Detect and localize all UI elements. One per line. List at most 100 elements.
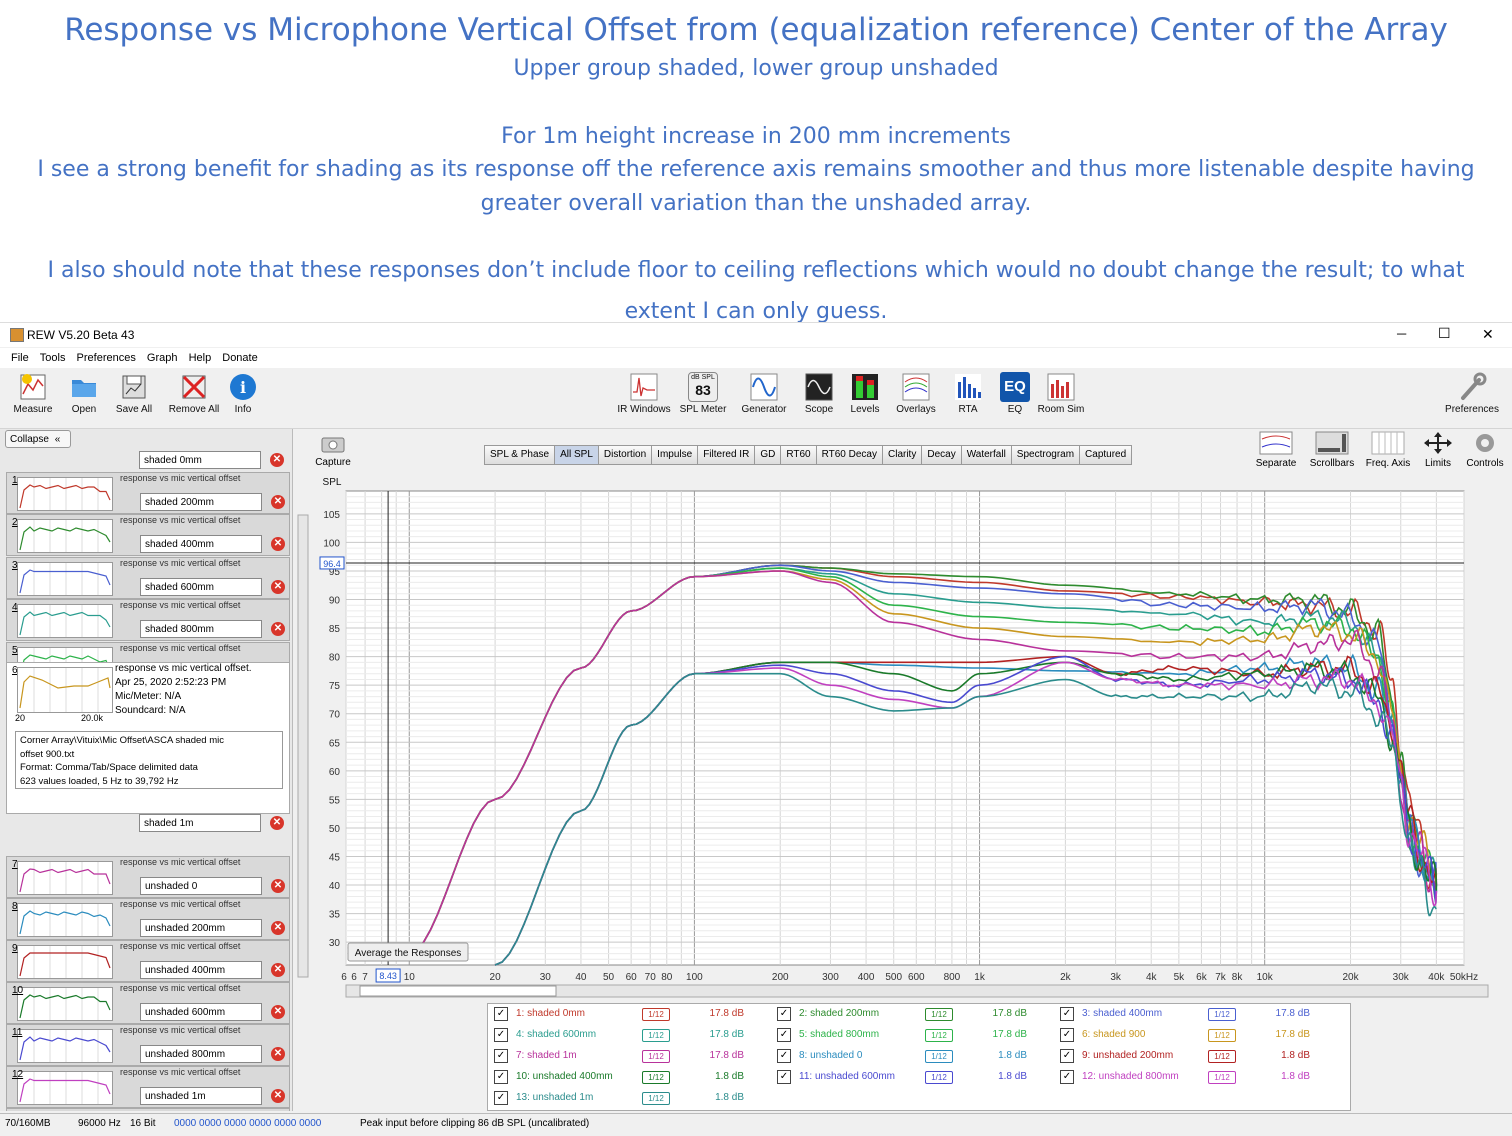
legend-smoothing[interactable]: 1/12 — [1208, 1029, 1236, 1042]
tab-2[interactable]: Distortion — [598, 445, 652, 465]
tab-9[interactable]: Decay — [921, 445, 961, 465]
tab-6[interactable]: RT60 — [780, 445, 816, 465]
legend-checkbox[interactable]: ✓ — [777, 1070, 791, 1084]
legend-smoothing[interactable]: 1/12 — [642, 1050, 670, 1063]
scrollbars-button[interactable]: Scrollbars — [1304, 431, 1360, 469]
room-sim-button[interactable]: Room Sim — [1033, 372, 1089, 415]
legend-item[interactable]: ✓ 8: unshaded 0 1/12 1.8 dB — [777, 1047, 1047, 1065]
remove-measurement-icon[interactable]: ✕ — [271, 1047, 285, 1061]
legend-item[interactable]: ✓ 11: unshaded 600mm 1/12 1.8 dB — [777, 1068, 1047, 1086]
measurement-name-field[interactable]: unshaded 0 — [140, 877, 262, 895]
measurement-name-field[interactable]: shaded 600mm — [140, 578, 262, 596]
measurement-item[interactable]: 13response vs mic vertical offset.Apr 25… — [6, 1108, 290, 1111]
tab-11[interactable]: Spectrogram — [1011, 445, 1080, 465]
preferences-button[interactable]: Preferences — [1440, 372, 1504, 415]
legend-smoothing[interactable]: 1/12 — [1208, 1008, 1236, 1021]
measurement-name-field[interactable]: unshaded 200mm — [140, 919, 262, 937]
legend-item[interactable]: ✓ 13: unshaded 1m 1/12 1.8 dB — [494, 1089, 764, 1107]
tab-1[interactable]: All SPL — [554, 445, 599, 465]
tab-4[interactable]: Filtered IR — [697, 445, 755, 465]
legend-item[interactable]: ✓ 6: shaded 900 1/12 17.8 dB — [1060, 1026, 1330, 1044]
menu-preferences[interactable]: Preferences — [77, 352, 136, 364]
capture-button[interactable]: Capture — [313, 434, 353, 468]
remove-measurement-icon[interactable]: ✕ — [271, 537, 285, 551]
legend-item[interactable]: ✓ 9: unshaded 200mm 1/12 1.8 dB — [1060, 1047, 1330, 1065]
legend-item[interactable]: ✓ 2: shaded 200mm 1/12 17.8 dB — [777, 1005, 1047, 1023]
legend-checkbox[interactable]: ✓ — [494, 1070, 508, 1084]
measurement-item[interactable]: 3 response vs mic vertical offset shaded 6… — [6, 557, 290, 599]
legend-smoothing[interactable]: 1/12 — [642, 1071, 670, 1084]
legend-item[interactable]: ✓ 4: shaded 600mm 1/12 17.8 dB — [494, 1026, 764, 1044]
generator-button[interactable]: Generator — [736, 372, 792, 415]
remove-measurement-icon[interactable]: ✕ — [271, 580, 285, 594]
legend-smoothing[interactable]: 1/12 — [642, 1029, 670, 1042]
tab-5[interactable]: GD — [754, 445, 781, 465]
remove-measurement-icon[interactable]: ✕ — [271, 1005, 285, 1019]
measurement-name-field[interactable]: unshaded 600mm — [140, 1003, 262, 1021]
measurement-name-field[interactable]: shaded 1m — [139, 814, 261, 832]
measurement-name-field[interactable]: unshaded 400mm — [140, 961, 262, 979]
close-button[interactable]: ✕ — [1482, 326, 1494, 343]
measurement-name-field[interactable]: shaded 800mm — [140, 620, 262, 638]
collapse-button[interactable]: Collapse « — [5, 430, 71, 448]
legend-checkbox[interactable]: ✓ — [1060, 1049, 1074, 1063]
measurement-item[interactable]: 8 response vs mic vertical offset unshaded… — [6, 898, 290, 940]
legend-smoothing[interactable]: 1/12 — [925, 1071, 953, 1084]
legend-item[interactable]: ✓ 7: shaded 1m 1/12 17.8 dB — [494, 1047, 764, 1065]
menu-donate[interactable]: Donate — [222, 352, 257, 364]
measurement-name-field[interactable]: unshaded 1m — [140, 1087, 262, 1105]
remove-measurement-icon[interactable]: ✕ — [270, 453, 284, 467]
tab-3[interactable]: Impulse — [651, 445, 698, 465]
menu-file[interactable]: File — [11, 352, 29, 364]
menu-tools[interactable]: Tools — [40, 352, 66, 364]
measurement-item[interactable]: 4 response vs mic vertical offset shaded 8… — [6, 599, 290, 641]
measure-button[interactable]: Measure — [5, 372, 61, 415]
remove-measurement-icon[interactable]: ✕ — [271, 879, 285, 893]
limits-button[interactable]: Limits — [1416, 431, 1460, 469]
measurement-item[interactable]: 2 response vs mic vertical offset shaded 4… — [6, 514, 290, 556]
measurement-item-expanded[interactable]: 6 20 20.0k response vs mic vertical offset.… — [6, 662, 290, 814]
open-button[interactable]: Open — [56, 372, 112, 415]
legend-smoothing[interactable]: 1/12 — [1208, 1050, 1236, 1063]
legend-smoothing[interactable]: 1/12 — [925, 1008, 953, 1021]
info-button[interactable]: i Info — [215, 372, 271, 415]
legend-checkbox[interactable]: ✓ — [494, 1028, 508, 1042]
controls-button[interactable]: Controls — [1462, 431, 1508, 469]
legend-item[interactable]: ✓ 12: unshaded 800mm 1/12 1.8 dB — [1060, 1068, 1330, 1086]
ir-windows-button[interactable]: IR Windows — [614, 372, 674, 415]
measurement-item[interactable]: 10 response vs mic vertical offset unshade… — [6, 982, 290, 1024]
tab-8[interactable]: Clarity — [882, 445, 922, 465]
legend-checkbox[interactable]: ✓ — [777, 1028, 791, 1042]
legend-item[interactable]: ✓ 1: shaded 0mm 1/12 17.8 dB — [494, 1005, 764, 1023]
legend-smoothing[interactable]: 1/12 — [642, 1008, 670, 1021]
remove-measurement-icon[interactable]: ✕ — [271, 921, 285, 935]
remove-measurement-icon[interactable]: ✕ — [271, 495, 285, 509]
tab-12[interactable]: Captured — [1079, 445, 1132, 465]
save-all-button[interactable]: Save All — [106, 372, 162, 415]
measurement-item[interactable]: 9 response vs mic vertical offset unshaded… — [6, 940, 290, 982]
menu-graph[interactable]: Graph — [147, 352, 178, 364]
tab-0[interactable]: SPL & Phase — [484, 445, 555, 465]
legend-item[interactable]: ✓ 5: shaded 800mm 1/12 17.8 dB — [777, 1026, 1047, 1044]
vertical-scrollbar[interactable] — [298, 515, 308, 977]
measurement-name-field[interactable]: shaded 200mm — [140, 493, 262, 511]
horizontal-scrollbar-thumb[interactable] — [360, 986, 556, 996]
measurement-notes[interactable]: Corner Array\Vituix\Mic Offset\ASCA shad… — [15, 731, 283, 789]
minimize-button[interactable]: ─ — [1397, 326, 1406, 341]
legend-smoothing[interactable]: 1/12 — [1208, 1071, 1236, 1084]
legend-checkbox[interactable]: ✓ — [1060, 1070, 1074, 1084]
measurement-name-field[interactable]: shaded 400mm — [140, 535, 262, 553]
legend-checkbox[interactable]: ✓ — [777, 1007, 791, 1021]
freq-axis-button[interactable]: Freq. Axis — [1360, 431, 1416, 469]
legend-item[interactable]: ✓ 10: unshaded 400mm 1/12 1.8 dB — [494, 1068, 764, 1086]
spl-meter-button[interactable]: dB SPL 83 SPL Meter — [675, 372, 731, 415]
measurement-item[interactable]: shaded 1m ✕ — [6, 814, 288, 854]
legend-item[interactable]: ✓ 3: shaded 400mm 1/12 17.8 dB — [1060, 1005, 1330, 1023]
measurement-item[interactable]: 7 response vs mic vertical offset unshaded… — [6, 856, 290, 898]
legend-checkbox[interactable]: ✓ — [777, 1049, 791, 1063]
spl-chart[interactable]: 30 35 40 45 50 55 60 65 70 75 80 85 90 95 100 105 SPL 7 10… — [296, 473, 1512, 1003]
maximize-button[interactable]: ☐ — [1438, 325, 1451, 342]
remove-measurement-icon[interactable]: ✕ — [271, 622, 285, 636]
measurement-item[interactable]: 12 response vs mic vertical offset unshade… — [6, 1066, 290, 1108]
legend-checkbox[interactable]: ✓ — [494, 1007, 508, 1021]
